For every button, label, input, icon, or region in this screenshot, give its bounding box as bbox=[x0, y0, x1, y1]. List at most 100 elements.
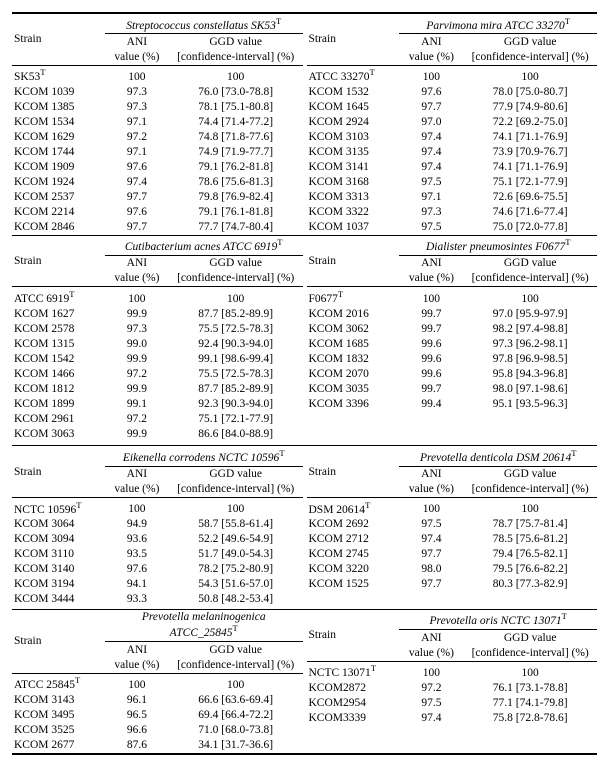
ani-cell: 93.5 bbox=[105, 547, 169, 562]
strain-cell: KCOM 2712 bbox=[307, 532, 400, 547]
ani-cell: 98.0 bbox=[399, 562, 463, 577]
data-row: KCOM 153297.678.0 [75.0-80.7] bbox=[307, 85, 598, 100]
data-row: NCTC 13071T100100 bbox=[307, 661, 598, 680]
ani-cell: 99.7 bbox=[399, 381, 463, 396]
ani-cell: 97.5 bbox=[399, 220, 463, 235]
data-row: KCOM 314197.474.1 [71.1-76.9] bbox=[307, 160, 598, 175]
ggd-header-1: GGD value bbox=[169, 34, 303, 50]
ani-cell: 97.7 bbox=[399, 577, 463, 592]
data-row: KCOM287297.276.1 [73.1-78.8] bbox=[307, 681, 598, 696]
panel-table: StrainPrevotella melaninogenica ATCC_258… bbox=[12, 610, 303, 753]
data-row: KCOM 271297.478.5 [75.6-81.2] bbox=[307, 532, 598, 547]
ani-cell: 87.6 bbox=[105, 738, 169, 753]
ggd-cell: 98.2 [97.4-98.8] bbox=[463, 321, 597, 336]
ggd-cell: 69.4 [66.4-72.2] bbox=[169, 708, 303, 723]
data-row: DSM 20614T100100 bbox=[307, 498, 598, 517]
ggd-header-2: [confidence-interval] (%) bbox=[463, 271, 597, 287]
ggd-cell: 78.5 [75.6-81.2] bbox=[463, 532, 597, 547]
data-row: F0677T100100 bbox=[307, 287, 598, 306]
data-row: KCOM 221497.679.1 [76.1-81.8] bbox=[12, 205, 303, 220]
data-row: KCOM 274597.779.4 [76.5-82.1] bbox=[307, 547, 598, 562]
data-row: KCOM 181299.987.7 [85.2-89.9] bbox=[12, 381, 303, 396]
ani-cell: 99.6 bbox=[399, 351, 463, 366]
ggd-cell: 100 bbox=[169, 287, 303, 306]
data-row: KCOM 269297.578.7 [75.7-81.4] bbox=[307, 517, 598, 532]
data-row: KCOM 138597.378.1 [75.1-80.8] bbox=[12, 100, 303, 115]
data-row: KCOM 339699.495.1 [93.5-96.3] bbox=[307, 396, 598, 411]
ani-header-2: value (%) bbox=[399, 271, 463, 287]
panel-right: StrainParvimona mira ATCC 33270TANIGGD v… bbox=[307, 14, 598, 235]
ani-header-1: ANI bbox=[399, 466, 463, 482]
ggd-cell: 72.6 [69.6-75.5] bbox=[463, 190, 597, 205]
ani-cell: 94.1 bbox=[105, 577, 169, 592]
strain-cell: KCOM 3313 bbox=[307, 190, 400, 205]
ggd-cell: 75.1 [72.1-77.9] bbox=[169, 411, 303, 426]
data-row: KCOM 207099.695.8 [94.3-96.8] bbox=[307, 366, 598, 381]
data-row: KCOM 183299.697.8 [96.9-98.5] bbox=[307, 351, 598, 366]
data-row: KCOM 103997.376.0 [73.0-78.8] bbox=[12, 85, 303, 100]
strain-cell: KCOM 3035 bbox=[307, 381, 400, 396]
ani-cell: 97.4 bbox=[105, 175, 169, 190]
ani-cell: 97.6 bbox=[399, 85, 463, 100]
strain-cell: KCOM 1466 bbox=[12, 366, 105, 381]
strain-cell: DSM 20614T bbox=[307, 498, 400, 517]
data-row: SK53T100100 bbox=[12, 65, 303, 84]
ggd-cell: 77.7 [74.7-80.4] bbox=[169, 220, 303, 235]
strain-cell: KCOM 1385 bbox=[12, 100, 105, 115]
ani-cell: 100 bbox=[399, 287, 463, 306]
species-header: Streptococcus constellatus SK53T bbox=[105, 14, 303, 34]
ggd-cell: 95.8 [94.3-96.8] bbox=[463, 366, 597, 381]
strain-header: Strain bbox=[12, 14, 105, 65]
data-row: KCOM 310397.474.1 [71.1-76.9] bbox=[307, 130, 598, 145]
species-header: Cutibacterium acnes ATCC 6919T bbox=[105, 236, 303, 256]
ani-cell: 100 bbox=[105, 65, 169, 84]
panel-table: StrainEikenella corrodens NCTC 10596TANI… bbox=[12, 446, 303, 607]
strain-cell: KCOM 3140 bbox=[12, 562, 105, 577]
ggd-header-2: [confidence-interval] (%) bbox=[463, 482, 597, 498]
ani-header-1: ANI bbox=[105, 466, 169, 482]
ani-cell: 94.9 bbox=[105, 517, 169, 532]
panel-row: StrainStreptococcus constellatus SK53TAN… bbox=[12, 12, 597, 235]
ani-cell: 100 bbox=[399, 661, 463, 680]
ggd-cell: 100 bbox=[169, 498, 303, 517]
ggd-header-1: GGD value bbox=[463, 466, 597, 482]
ani-cell: 99.6 bbox=[399, 336, 463, 351]
ani-cell: 97.1 bbox=[399, 190, 463, 205]
strain-cell: KCOM 1899 bbox=[12, 396, 105, 411]
data-row: ATCC 33270T100100 bbox=[307, 65, 598, 84]
panel-table: StrainPrevotella oris NCTC 13071TANIGGD … bbox=[307, 610, 598, 743]
strain-header: Strain bbox=[307, 446, 400, 497]
ggd-cell: 79.4 [76.5-82.1] bbox=[463, 547, 597, 562]
panel-table: StrainParvimona mira ATCC 33270TANIGGD v… bbox=[307, 14, 598, 235]
strain-cell: KCOM 1532 bbox=[307, 85, 400, 100]
strain-cell: KCOM2954 bbox=[307, 696, 400, 711]
ggd-cell: 80.3 [77.3-82.9] bbox=[463, 577, 597, 592]
panel-right: StrainPrevotella oris NCTC 13071TANIGGD … bbox=[307, 610, 598, 753]
strain-cell: F0677T bbox=[307, 287, 400, 306]
ani-header-1: ANI bbox=[399, 255, 463, 271]
strain-cell: KCOM 3194 bbox=[12, 577, 105, 592]
ggd-cell: 76.0 [73.0-78.8] bbox=[169, 85, 303, 100]
ggd-cell: 79.1 [76.2-81.8] bbox=[169, 160, 303, 175]
data-row: KCOM 292497.072.2 [69.2-75.0] bbox=[307, 115, 598, 130]
ggd-cell: 100 bbox=[463, 287, 597, 306]
strain-cell: KCOM 2578 bbox=[12, 321, 105, 336]
data-row: KCOM 162997.274.8 [71.8-77.6] bbox=[12, 130, 303, 145]
strain-cell: KCOM 3168 bbox=[307, 175, 400, 190]
ggd-header-1: GGD value bbox=[169, 466, 303, 482]
strain-cell: KCOM 2961 bbox=[12, 411, 105, 426]
ggd-header-2: [confidence-interval] (%) bbox=[169, 482, 303, 498]
ggd-cell: 78.7 [75.7-81.4] bbox=[463, 517, 597, 532]
data-row: KCOM 131599.092.4 [90.3-94.0] bbox=[12, 336, 303, 351]
data-row: KCOM 257897.375.5 [72.5-78.3] bbox=[12, 321, 303, 336]
panel-right: StrainPrevotella denticola DSM 20614TANI… bbox=[307, 446, 598, 609]
strain-cell: NCTC 10596T bbox=[12, 498, 105, 517]
data-row: KCOM 314097.678.2 [75.2-80.9] bbox=[12, 562, 303, 577]
strain-cell: KCOM 1037 bbox=[307, 220, 400, 235]
strain-cell: KCOM 1629 bbox=[12, 130, 105, 145]
species-header: Parvimona mira ATCC 33270T bbox=[399, 14, 597, 34]
strain-cell: KCOM 3064 bbox=[12, 517, 105, 532]
ani-cell: 97.7 bbox=[399, 100, 463, 115]
ani-cell: 97.0 bbox=[399, 115, 463, 130]
data-row: KCOM 316897.575.1 [72.1-77.9] bbox=[307, 175, 598, 190]
